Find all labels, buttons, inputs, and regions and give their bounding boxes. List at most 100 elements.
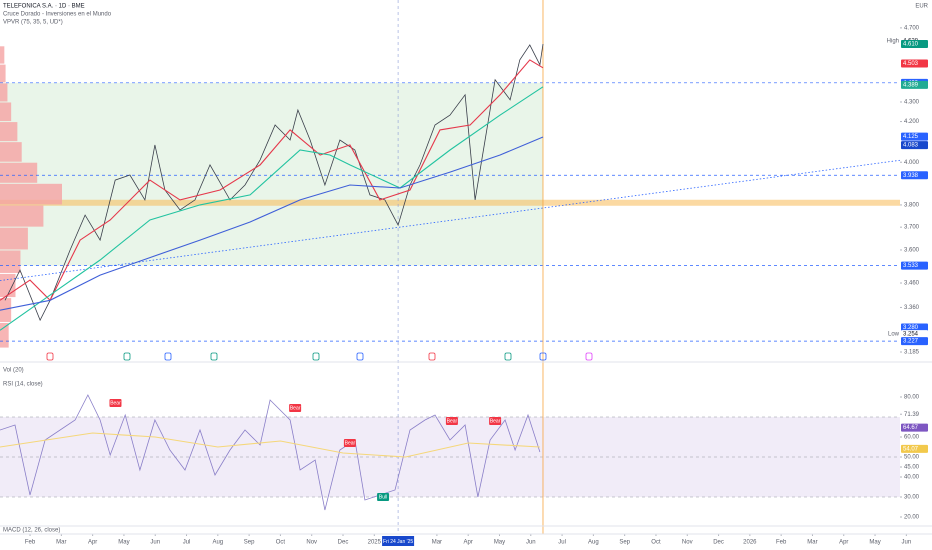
- rsi-badge-label: 64.67: [903, 425, 919, 431]
- x-tick-label: Jun: [901, 540, 911, 546]
- x-tick-label: Nov: [682, 540, 693, 546]
- x-tick-label: Sep: [619, 540, 630, 546]
- profile-bar: [0, 250, 21, 273]
- price-badge-label: 4.125: [903, 134, 919, 140]
- x-tick-label: Mar: [432, 540, 442, 546]
- indicator-name: Cruce Dorado - Inversiones en el Mundo: [3, 12, 112, 18]
- macd-label: MACD (12, 26, close): [3, 528, 60, 534]
- profile-bar: [0, 298, 12, 322]
- price-badge-label: 4.610: [903, 42, 919, 48]
- volume-label: Vol (20): [3, 368, 24, 374]
- y-tick-label: 80.00: [904, 395, 920, 401]
- signal-icon: [312, 352, 320, 361]
- x-tick-label: Mar: [56, 540, 66, 546]
- profile-bar: [0, 142, 22, 162]
- y-tick-label: 4.700: [904, 25, 920, 31]
- price-badge: [901, 330, 928, 339]
- profile-bar: [0, 46, 5, 64]
- x-tick-label: Feb: [25, 540, 36, 546]
- divergence-label: Bear: [345, 440, 356, 446]
- profile-bar: [0, 205, 44, 227]
- price-badge-label: 3.938: [903, 173, 919, 179]
- x-tick-label: Aug: [588, 540, 599, 546]
- y-tick-label: 3.185: [904, 350, 920, 356]
- signal-icon: [539, 352, 547, 361]
- symbol: TELEFONICA S.A. · 1D · BME: [3, 4, 85, 10]
- poc-band: [0, 199, 900, 206]
- signal-icon: [585, 352, 593, 361]
- profile-bar: [0, 102, 12, 122]
- rsi-badge: [901, 423, 928, 432]
- profile-bar: [0, 64, 6, 83]
- x-tick-label: Feb: [776, 540, 787, 546]
- profile-bar: [0, 273, 16, 298]
- profile-bar: [0, 122, 18, 142]
- y-tick-label: 4.300: [904, 100, 920, 106]
- divergence-label: Bear: [490, 418, 501, 424]
- y-tick-label: 71.39: [904, 412, 920, 418]
- profile-bar: [0, 322, 9, 348]
- x-tick-label: Jun: [526, 540, 536, 546]
- price-badge: [901, 323, 928, 332]
- price-badge-tag: High: [887, 38, 899, 44]
- signal-icon: [428, 352, 436, 361]
- y-tick-label: 40.00: [904, 475, 920, 481]
- divergence-label: Bear: [447, 418, 458, 424]
- series-line: [4, 43, 544, 322]
- x-tick-label: Apr: [88, 540, 97, 546]
- rsi-badge-label: 54.07: [903, 446, 919, 452]
- divergence-tag: [343, 439, 356, 447]
- signal-icon: [504, 352, 512, 361]
- divergence-tag: [377, 493, 390, 501]
- backdrop: [0, 46, 900, 498]
- y-tick-label: 45.00: [904, 465, 920, 471]
- x-tick-label: Apr: [464, 540, 473, 546]
- price-badge: [901, 171, 928, 180]
- x-tick-label: Sep: [244, 540, 255, 546]
- price-badge-label: 3.227: [903, 339, 919, 345]
- series-line: [0, 432, 540, 458]
- signal-icon: [210, 352, 218, 361]
- series-line: [0, 86, 544, 331]
- profile-bar: [0, 83, 8, 102]
- price-axis: [900, 0, 932, 550]
- x-tick-label: 2025: [368, 540, 382, 546]
- price-badge: [901, 80, 928, 89]
- signal-icon: [164, 352, 172, 361]
- currency: EUR: [915, 4, 928, 10]
- profile-bar: [0, 227, 28, 250]
- series-line: [0, 394, 541, 511]
- x-tick-label: May: [494, 540, 505, 546]
- y-tick-label: 30.00: [904, 495, 920, 501]
- price-badge-label: 3.533: [903, 263, 919, 269]
- price-badge-label: 3.254: [903, 332, 919, 338]
- y-tick-label: 4.200: [904, 119, 920, 125]
- x-tick-label: Dec: [713, 540, 724, 546]
- profile-bar: [0, 162, 38, 183]
- x-tick-label: Aug: [212, 540, 223, 546]
- price-badge: [901, 132, 928, 141]
- divergence-label: Bear: [290, 405, 301, 411]
- y-tick-label: 3.360: [904, 305, 920, 311]
- price-badge-label: 3.280: [903, 325, 919, 331]
- y-tick-label: 60.00: [904, 435, 920, 441]
- divergence-tag: [289, 404, 302, 412]
- x-tick-label: 2026: [743, 540, 757, 546]
- price-badge-label: 4.503: [903, 61, 919, 67]
- price-badge: [901, 261, 928, 270]
- x-tick-label: Jun: [150, 540, 160, 546]
- y-tick-label: 50.00: [904, 455, 920, 461]
- divergence-label: Bear: [110, 400, 121, 406]
- crosshair-date-box: [382, 536, 415, 546]
- plot: Bear Bear Bear Bull Bear Bear: [0, 0, 932, 534]
- x-tick-label: Apr: [839, 540, 848, 546]
- divergence-label: Bull: [379, 494, 387, 500]
- x-tick-label: Jul: [183, 540, 191, 546]
- x-tick-label: May: [118, 540, 129, 546]
- series-line: [0, 136, 544, 311]
- axis-labels: 4.628High4.6104.5034.4004.3894.1254.0833…: [25, 25, 928, 546]
- x-tick-label: Mar: [807, 540, 817, 546]
- y-tick-label: 3.600: [904, 248, 920, 254]
- price-badge: [901, 59, 928, 68]
